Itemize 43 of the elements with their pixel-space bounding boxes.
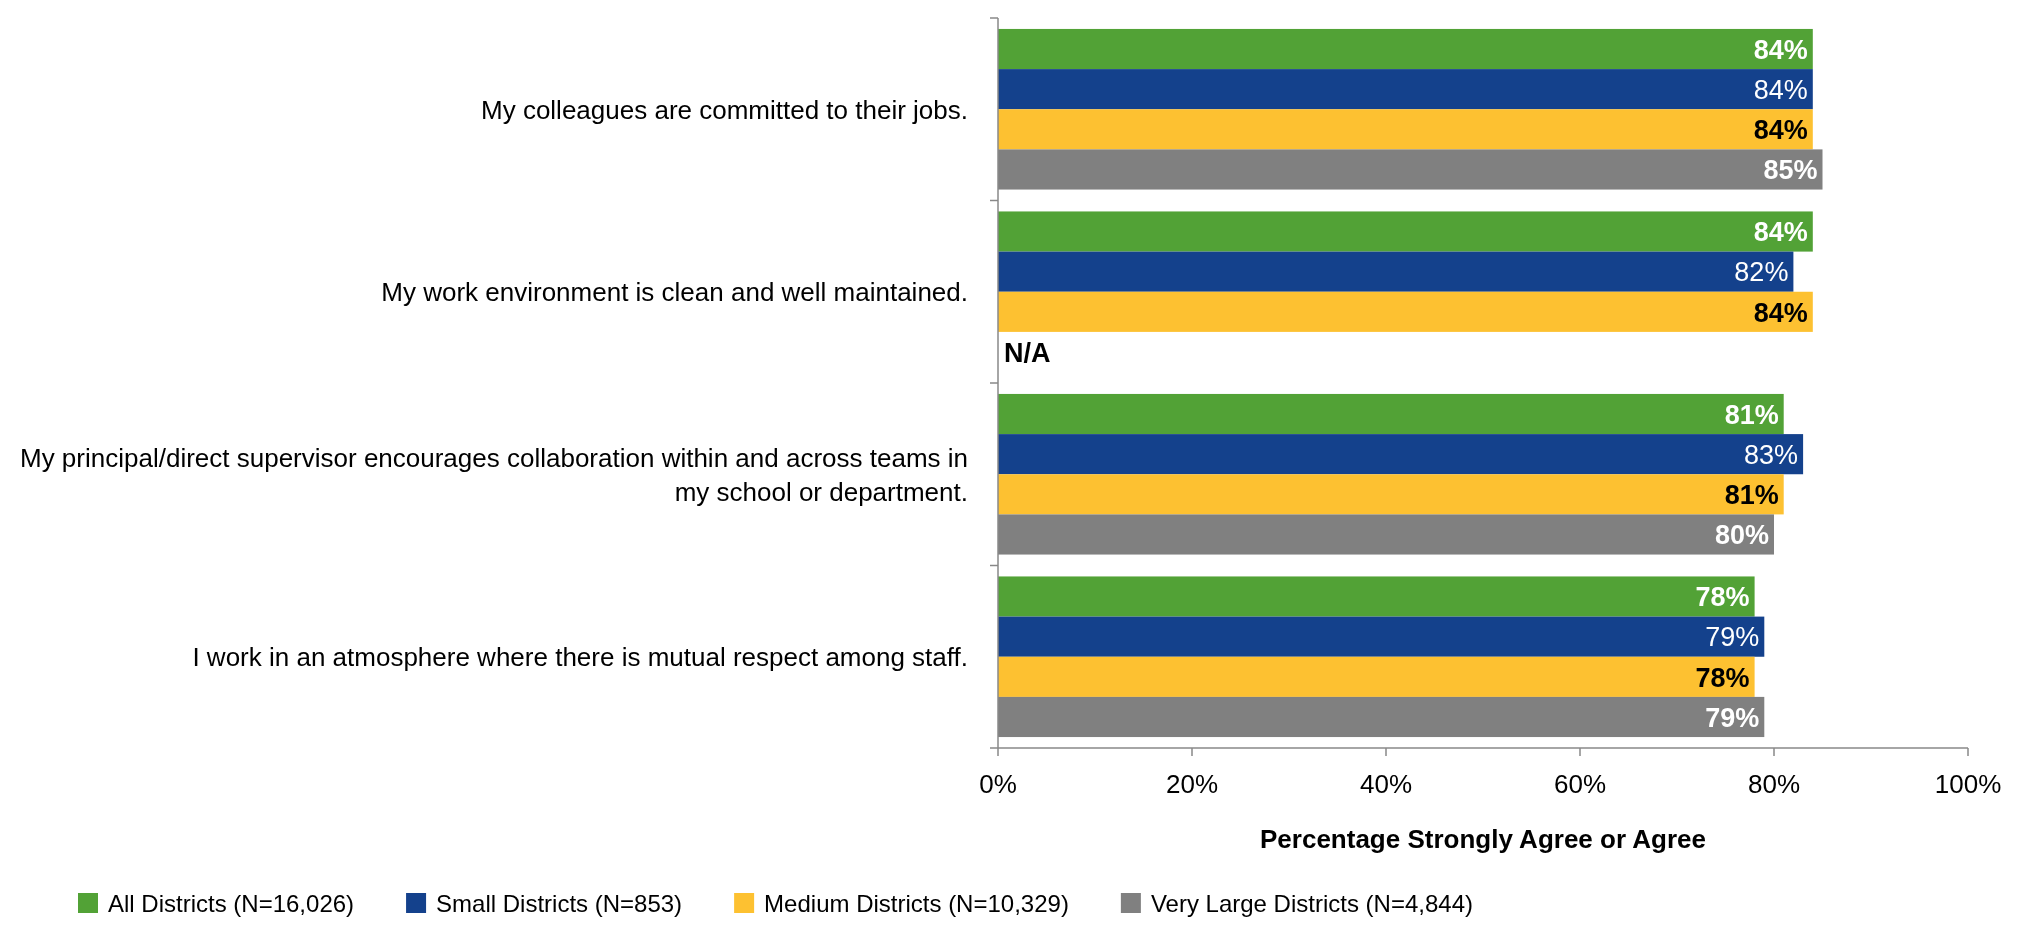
data-label: 84% — [1753, 217, 1808, 248]
x-axis-title: Percentage Strongly Agree or Agree — [1260, 824, 1706, 854]
data-label: 78% — [1695, 582, 1750, 613]
bar — [998, 576, 1755, 617]
x-tick-label: 80% — [1747, 769, 1801, 799]
bar — [998, 656, 1755, 697]
legend-label: Medium Districts (N=10,329) — [764, 889, 1069, 917]
bar — [998, 616, 1765, 657]
bar — [998, 109, 1813, 150]
y-tick-label: My principal/direct supervisor encourages collaboration within and across teams in my school or department. — [19, 442, 968, 507]
x-tick-label: 100% — [1934, 769, 2002, 799]
legend-label: Small Districts (N=853) — [436, 889, 683, 917]
bar — [998, 434, 1804, 475]
data-label: 81% — [1724, 399, 1779, 430]
legend-label: Very Large Districts (N=4,844) — [1150, 889, 1473, 917]
y-tick-label: I work in an atmosphere where there is mutual respect among staff. — [192, 642, 968, 673]
x-tick-label: 40% — [1359, 769, 1413, 799]
bar — [998, 69, 1813, 110]
data-label: 82% — [1734, 257, 1789, 288]
bar — [998, 251, 1794, 292]
data-label: 80% — [1714, 520, 1769, 551]
x-tick-label: 0% — [979, 769, 1017, 799]
x-tick-label: 20% — [1165, 769, 1219, 799]
data-label: 83% — [1744, 439, 1799, 470]
y-tick-label: My work environment is clean and well maintained. — [381, 277, 968, 308]
data-label: 84% — [1753, 115, 1808, 146]
data-label: 84% — [1753, 297, 1808, 328]
bar — [998, 211, 1813, 252]
data-label: 78% — [1695, 662, 1750, 693]
data-label: 81% — [1724, 480, 1779, 511]
data-label: 85% — [1763, 155, 1818, 186]
bar — [998, 393, 1784, 435]
data-label: 84% — [1753, 74, 1808, 105]
bar — [998, 28, 1813, 70]
y-tick-label: My colleagues are committed to their jobs. — [481, 94, 968, 125]
x-tick-label: 60% — [1553, 769, 1607, 799]
bar — [998, 474, 1784, 515]
bar — [998, 291, 1813, 332]
data-label: 79% — [1705, 622, 1760, 653]
data-label: 79% — [1705, 702, 1760, 733]
legend-label: All Districts (N=16,026) — [108, 889, 355, 917]
text: N/A — [1004, 337, 1051, 368]
data-label: 84% — [1753, 34, 1808, 65]
